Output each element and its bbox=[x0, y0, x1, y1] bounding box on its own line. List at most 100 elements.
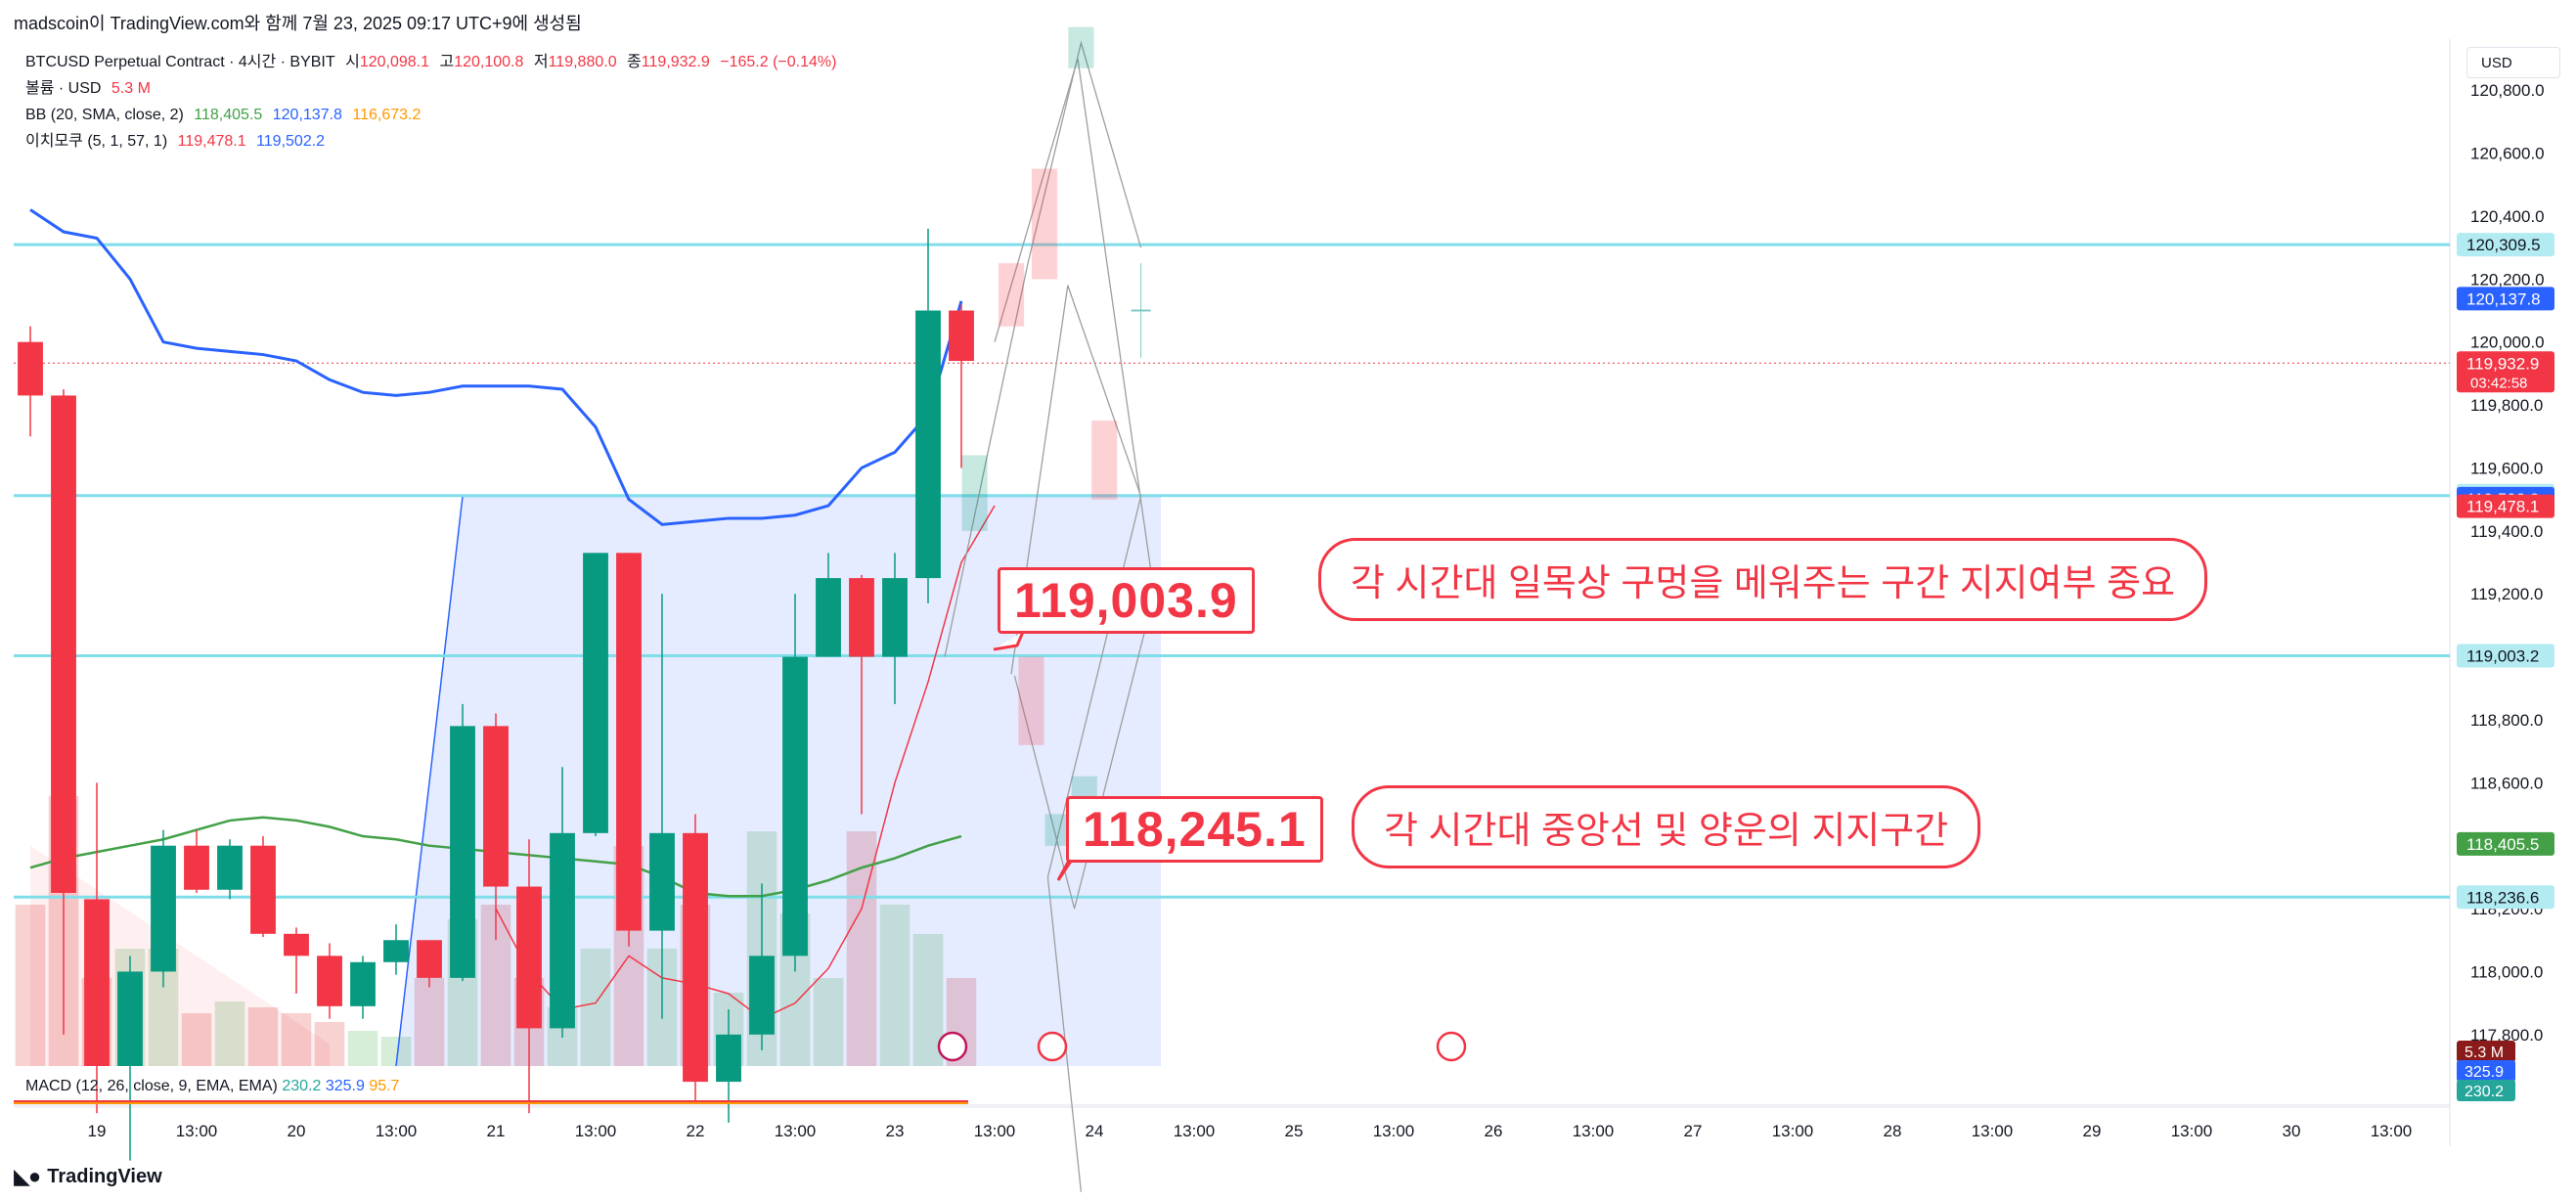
volume-bar bbox=[281, 1013, 312, 1066]
projection-path-3 bbox=[1010, 285, 1142, 1192]
macd-label: MACD (12, 26, close, 9, EMA, EMA) bbox=[25, 1078, 278, 1094]
price-tag bbox=[2457, 287, 2554, 311]
price-axis-tick: 120,000.0 bbox=[2470, 334, 2545, 352]
candle-body bbox=[782, 656, 808, 956]
price-axis-tick: 120,800.0 bbox=[2470, 81, 2545, 100]
lagging-span-line bbox=[495, 505, 996, 1020]
volume-legend-row[interactable]: 볼륨 · USD 5.3 M bbox=[25, 75, 842, 102]
volume-bar bbox=[314, 1022, 345, 1066]
time-axis-tick: 21 bbox=[487, 1122, 506, 1140]
candle-body bbox=[649, 832, 675, 931]
close-label: 종 bbox=[627, 54, 642, 70]
macd-legend[interactable]: MACD (12, 26, close, 9, EMA, EMA) 230.2 … bbox=[25, 1078, 399, 1095]
symbol-name[interactable]: BTCUSD Perpetual Contract · 4시간 · BYBIT bbox=[25, 54, 335, 70]
candle-body bbox=[716, 1034, 741, 1083]
time-axis-tick: 24 bbox=[1086, 1122, 1104, 1140]
price-axis-tick: 119,600.0 bbox=[2470, 459, 2543, 477]
time-axis-tick: 13:00 bbox=[775, 1122, 817, 1140]
bb-legend-row[interactable]: BB (20, SMA, close, 2) 118,405.5 120,137… bbox=[25, 102, 842, 128]
price-tag-label: 118,236.6 bbox=[2466, 888, 2539, 907]
projected-candle bbox=[961, 455, 989, 532]
price-tag-countdown: 03:42:58 bbox=[2470, 375, 2527, 391]
time-axis-tick: 26 bbox=[1485, 1122, 1503, 1140]
indicator-tag bbox=[2457, 1060, 2515, 1082]
price-tag-label: 119,003.2 bbox=[2466, 647, 2539, 666]
ichimoku-legend-row[interactable]: 이치모쿠 (5, 1, 57, 1) 119,478.1 119,502.2 bbox=[25, 128, 842, 155]
volume-bar bbox=[181, 1013, 212, 1066]
price-callout-118245[interactable]: 118,245.1 bbox=[1066, 796, 1323, 863]
price-axis-tick: 120,400.0 bbox=[2470, 207, 2545, 226]
open-value: 120,098.1 bbox=[359, 54, 430, 70]
volume-value: 5.3 M bbox=[111, 80, 151, 97]
candle-body bbox=[583, 553, 608, 833]
price-callout-pointer bbox=[1056, 856, 1076, 881]
bb-lower-value: 116,673.2 bbox=[352, 107, 422, 123]
time-axis-tick: 13:00 bbox=[1972, 1122, 2014, 1140]
candle-body bbox=[18, 341, 43, 396]
projection-path-1 bbox=[944, 40, 1142, 657]
candle-body bbox=[516, 886, 542, 1029]
price-axis-tick: 120,200.0 bbox=[2470, 270, 2545, 289]
price-tag-label: 119,932.9 bbox=[2466, 354, 2539, 373]
price-tag bbox=[2457, 885, 2554, 910]
high-label: 고 bbox=[439, 54, 455, 70]
time-axis-tick: 25 bbox=[1285, 1122, 1304, 1140]
candle-body bbox=[915, 310, 941, 579]
candle-body bbox=[816, 578, 841, 657]
macd-value-2: 325.9 bbox=[325, 1078, 365, 1094]
time-axis-tick: 13:00 bbox=[1772, 1122, 1814, 1140]
candle-body bbox=[849, 578, 874, 657]
price-axis-tick: 118,600.0 bbox=[2470, 774, 2543, 792]
candle-body bbox=[217, 845, 243, 890]
candle-body bbox=[184, 845, 209, 890]
price-axis-tick: 119,400.0 bbox=[2470, 522, 2543, 541]
projected-candle bbox=[1090, 420, 1118, 501]
price-tag-label: 120,309.5 bbox=[2466, 236, 2541, 254]
price-callout-119003[interactable]: 119,003.9 bbox=[998, 567, 1255, 634]
price-tag bbox=[2457, 233, 2554, 257]
change-value: −165.2 (−0.14%) bbox=[720, 54, 837, 70]
note-callout-support[interactable]: 각 시간대 중앙선 및 양운의 지지구간 bbox=[1352, 785, 1981, 868]
candle-body bbox=[84, 899, 110, 1066]
time-axis-tick: 13:00 bbox=[176, 1122, 218, 1140]
time-axis-tick: 23 bbox=[886, 1122, 905, 1140]
ichimoku-label: 이치모쿠 (5, 1, 57, 1) bbox=[25, 133, 168, 150]
tradingview-logo-icon: ◣● bbox=[14, 1164, 41, 1188]
price-axis-tick: 119,800.0 bbox=[2470, 396, 2543, 415]
tradingview-logo[interactable]: ◣● TradingView bbox=[14, 1164, 162, 1189]
price-tag-label: 120,137.8 bbox=[2466, 289, 2541, 308]
price-tag bbox=[2457, 494, 2554, 518]
bb-basis-value: 118,405.5 bbox=[194, 107, 263, 123]
price-callout-pointer bbox=[993, 631, 1025, 651]
candle-body bbox=[616, 553, 642, 931]
candle-body bbox=[683, 832, 708, 1083]
time-axis-tick: 27 bbox=[1684, 1122, 1703, 1140]
macd-value-1: 230.2 bbox=[282, 1078, 322, 1094]
candle-body bbox=[383, 940, 409, 962]
event-icon bbox=[1436, 1031, 1467, 1062]
time-axis-tick: 13:00 bbox=[1573, 1122, 1615, 1140]
price-axis-tick: 119,200.0 bbox=[2470, 585, 2543, 603]
price-axis-tick: 120,600.0 bbox=[2470, 145, 2545, 163]
ichimoku-a-value: 119,478.1 bbox=[177, 133, 246, 150]
indicator-tag bbox=[2457, 1041, 2515, 1062]
open-label: 시 bbox=[345, 54, 360, 70]
candle-body bbox=[550, 832, 575, 1029]
projected-candle bbox=[1067, 26, 1094, 69]
volume-bar bbox=[347, 1031, 378, 1066]
symbol-legend-row: BTCUSD Perpetual Contract · 4시간 · BYBIT … bbox=[25, 49, 842, 75]
candle-body bbox=[483, 726, 509, 887]
time-axis-tick: 13:00 bbox=[575, 1122, 617, 1140]
candle-body bbox=[749, 956, 775, 1035]
bb-upper-value: 120,137.8 bbox=[272, 107, 342, 123]
price-tag bbox=[2457, 831, 2554, 856]
time-axis-tick: 13:00 bbox=[1373, 1122, 1415, 1140]
note-callout-cloud[interactable]: 각 시간대 일목상 구멍을 메워주는 구간 지지여부 중요 bbox=[1318, 538, 2208, 621]
low-value: 119,880.0 bbox=[548, 54, 617, 70]
candle-body bbox=[284, 933, 309, 956]
time-axis-tick: 30 bbox=[2283, 1122, 2301, 1140]
time-axis-tick: 13:00 bbox=[376, 1122, 418, 1140]
projected-candle bbox=[998, 262, 1025, 328]
currency-button[interactable]: USD bbox=[2466, 47, 2560, 78]
